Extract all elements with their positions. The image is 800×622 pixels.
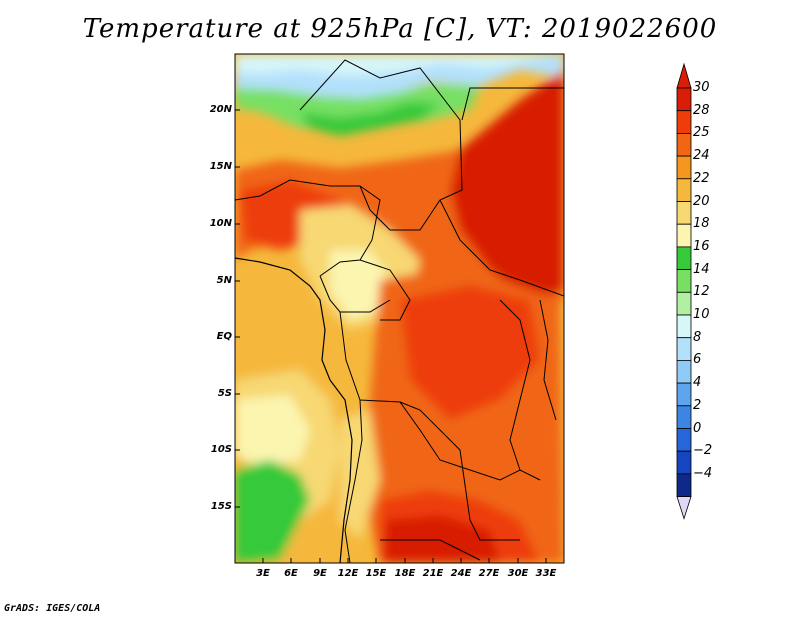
colorbar-swatch bbox=[676, 405, 692, 429]
colorbar-swatch bbox=[676, 132, 692, 157]
lon-label-33e: 33E bbox=[535, 568, 557, 579]
colorbar-level-label: 4 bbox=[693, 375, 702, 391]
lat-label-15s: 15S bbox=[210, 501, 232, 512]
colorbar-level-label: 8 bbox=[693, 329, 702, 345]
lat-label-10n: 10N bbox=[209, 218, 232, 229]
colorbar-swatch bbox=[676, 337, 692, 361]
axis-ticks bbox=[235, 109, 547, 563]
colorbar-level-label: 20 bbox=[693, 193, 710, 209]
colorbar-level-label: 22 bbox=[693, 170, 710, 186]
temperature-field bbox=[235, 54, 564, 563]
lat-label-eq: EQ bbox=[216, 331, 232, 342]
colorbar-swatch bbox=[676, 155, 692, 180]
lon-label-24e: 24E bbox=[450, 568, 472, 579]
colorbar-swatch bbox=[676, 359, 692, 384]
colorbar-level-label: 14 bbox=[693, 261, 710, 277]
colorbar-swatch bbox=[676, 428, 692, 452]
coastline bbox=[235, 257, 353, 563]
colorbar-swatch bbox=[676, 473, 692, 497]
colorbar-swatch bbox=[676, 178, 692, 202]
colorbar bbox=[676, 62, 692, 520]
lon-label-12e: 12E bbox=[337, 568, 359, 579]
lat-label-15n: 15N bbox=[209, 161, 232, 172]
colorbar-level-label: 10 bbox=[693, 307, 710, 322]
colorbar-level-label: −2 bbox=[693, 443, 713, 459]
colorbar-level-label: 2 bbox=[693, 397, 702, 413]
colorbar-swatch bbox=[676, 314, 692, 339]
map-frame bbox=[234, 53, 565, 564]
lon-label-18e: 18E bbox=[394, 568, 416, 579]
colorbar-level-label: 16 bbox=[693, 238, 710, 254]
lon-label-3e: 3E bbox=[256, 568, 270, 579]
colorbar-swatch bbox=[676, 87, 692, 112]
colorbar-swatch bbox=[676, 382, 692, 407]
colorbar-level-label: 24 bbox=[693, 148, 710, 164]
colorbar-swatch bbox=[676, 246, 692, 270]
colorbar-level-label: 6 bbox=[693, 352, 702, 368]
colorbar-bottom-arrow bbox=[676, 496, 692, 520]
colorbar-swatch bbox=[676, 450, 692, 475]
colorbar-swatch bbox=[676, 269, 692, 293]
country-borders bbox=[235, 59, 564, 563]
lat-label-5s: 5S bbox=[217, 388, 232, 399]
lon-label-21e: 21E bbox=[422, 568, 444, 579]
colorbar-level-label: −4 bbox=[693, 465, 713, 481]
credit-text: GrADS: IGES/COLA bbox=[4, 603, 101, 614]
lon-label-6e: 6E bbox=[284, 568, 298, 579]
colorbar-level-label: 0 bbox=[693, 420, 702, 436]
colorbar-level-label: 12 bbox=[693, 284, 710, 300]
colorbar-level-label: 18 bbox=[693, 216, 710, 232]
colorbar-top-arrow bbox=[676, 62, 692, 89]
colorbar-swatch bbox=[676, 223, 692, 248]
lon-label-27e: 27E bbox=[478, 568, 500, 579]
colorbar-swatch bbox=[676, 201, 692, 225]
colorbar-level-label: 28 bbox=[693, 102, 710, 118]
colorbar-swatch bbox=[676, 110, 692, 134]
lon-label-30e: 30E bbox=[507, 568, 529, 579]
lon-label-15e: 15E bbox=[365, 568, 387, 579]
map-title: Temperature at 925hPa [C], VT: 201902260… bbox=[82, 14, 718, 44]
lat-label-5n: 5N bbox=[216, 275, 232, 286]
colorbar-level-label: 30 bbox=[693, 80, 710, 95]
lon-label-9e: 9E bbox=[313, 568, 327, 579]
colorbar-level-label: 25 bbox=[693, 125, 710, 141]
lat-label-10s: 10S bbox=[210, 444, 232, 455]
colorbar-swatch bbox=[676, 291, 692, 316]
lat-label-20n: 20N bbox=[209, 104, 232, 115]
